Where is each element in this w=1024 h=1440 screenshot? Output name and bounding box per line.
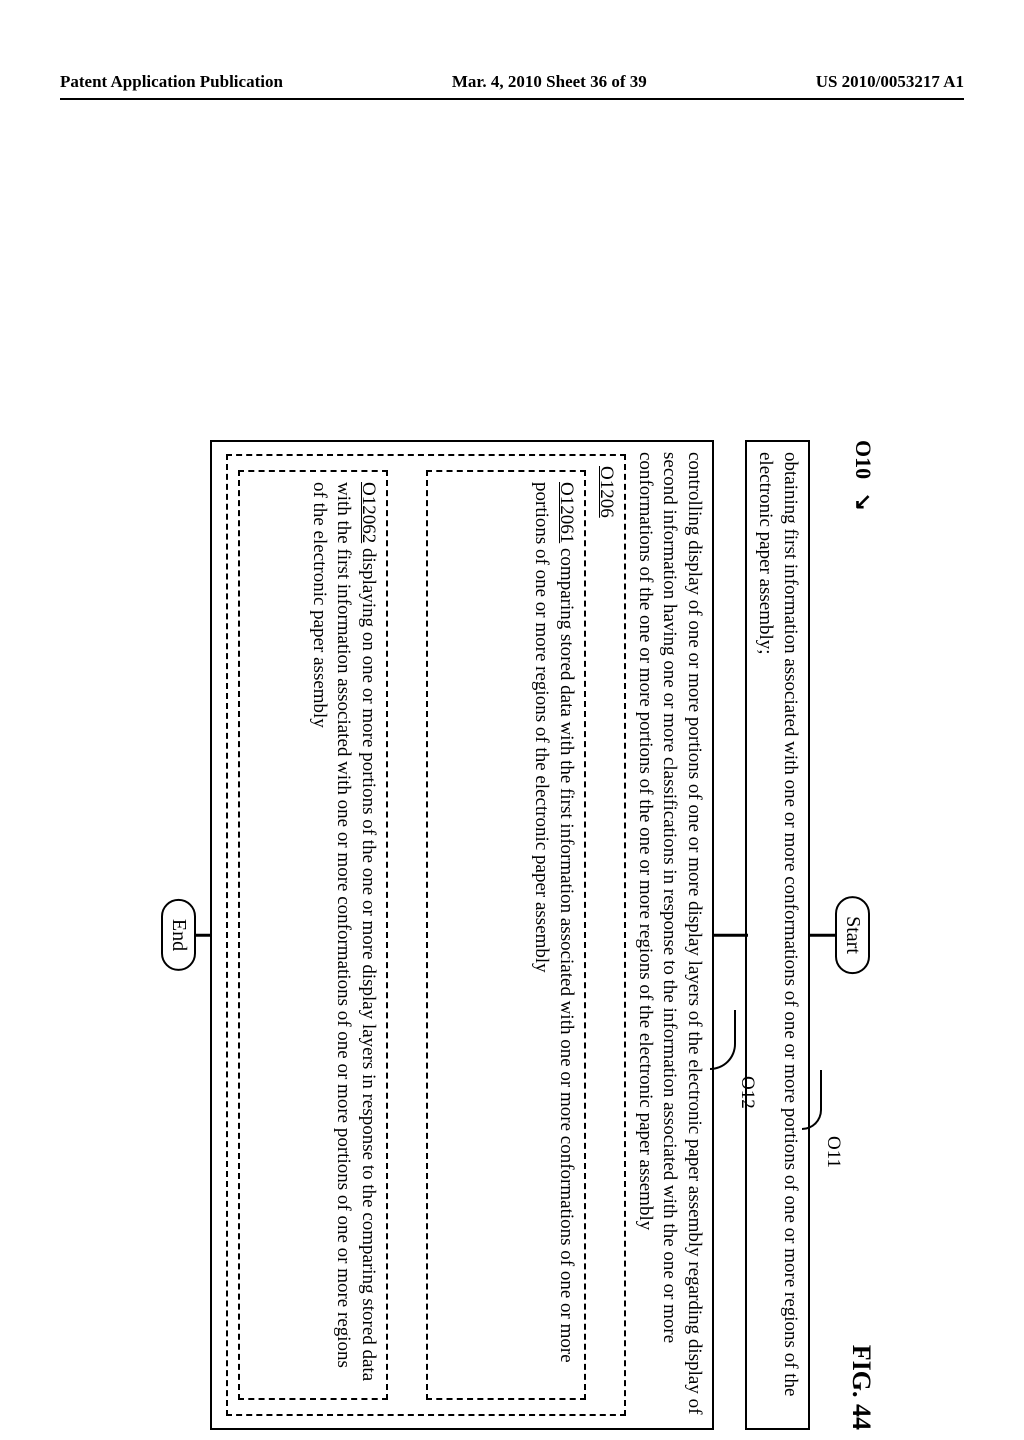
- ref-o12-label: O12: [736, 1076, 758, 1109]
- substep-o12062-ref: O12062: [358, 482, 379, 543]
- step-o12-text: controlling display of one or more porti…: [635, 452, 705, 1414]
- figure-label: FIG. 44: [846, 1345, 876, 1430]
- substep-o12062-text: displaying on one or more portions of th…: [309, 482, 379, 1381]
- substep-o12062-box: O12062 displaying on one or more portion…: [238, 470, 388, 1400]
- header-left: Patent Application Publication: [60, 72, 283, 92]
- figure-number: O10 ↘: [850, 440, 876, 511]
- flowchart-diagram: O10 ↘ FIG. 44 Start obtaining first info…: [146, 430, 876, 1440]
- diagram-rotated-container: O10 ↘ FIG. 44 Start obtaining first info…: [0, 430, 876, 1160]
- header-center: Mar. 4, 2010 Sheet 36 of 39: [452, 72, 647, 92]
- header-right: US 2010/0053217 A1: [816, 72, 964, 92]
- step-o11-text: obtaining first information associated w…: [755, 452, 801, 1397]
- ref-curve-o11: [802, 1070, 822, 1130]
- connector-line-2: [714, 934, 748, 937]
- start-terminator: Start: [835, 896, 870, 974]
- figure-number-text: O10: [851, 440, 876, 479]
- ref-o11-label: O11: [822, 1136, 844, 1168]
- patent-page: Patent Application Publication Mar. 4, 2…: [0, 0, 1024, 1320]
- step-o11-box: obtaining first information associated w…: [745, 440, 810, 1430]
- end-terminator: End: [161, 899, 196, 971]
- substep-o1206-ref: O1206: [596, 466, 617, 518]
- substep-o12061-ref: O12061: [556, 482, 577, 543]
- substep-o12061-text: comparing stored data with the first inf…: [531, 482, 577, 1363]
- substep-o12061-box: O12061 comparing stored data with the fi…: [426, 470, 586, 1400]
- page-header: Patent Application Publication Mar. 4, 2…: [60, 72, 964, 100]
- connector-line: [810, 934, 836, 937]
- arrow-icon: ↘: [851, 493, 876, 511]
